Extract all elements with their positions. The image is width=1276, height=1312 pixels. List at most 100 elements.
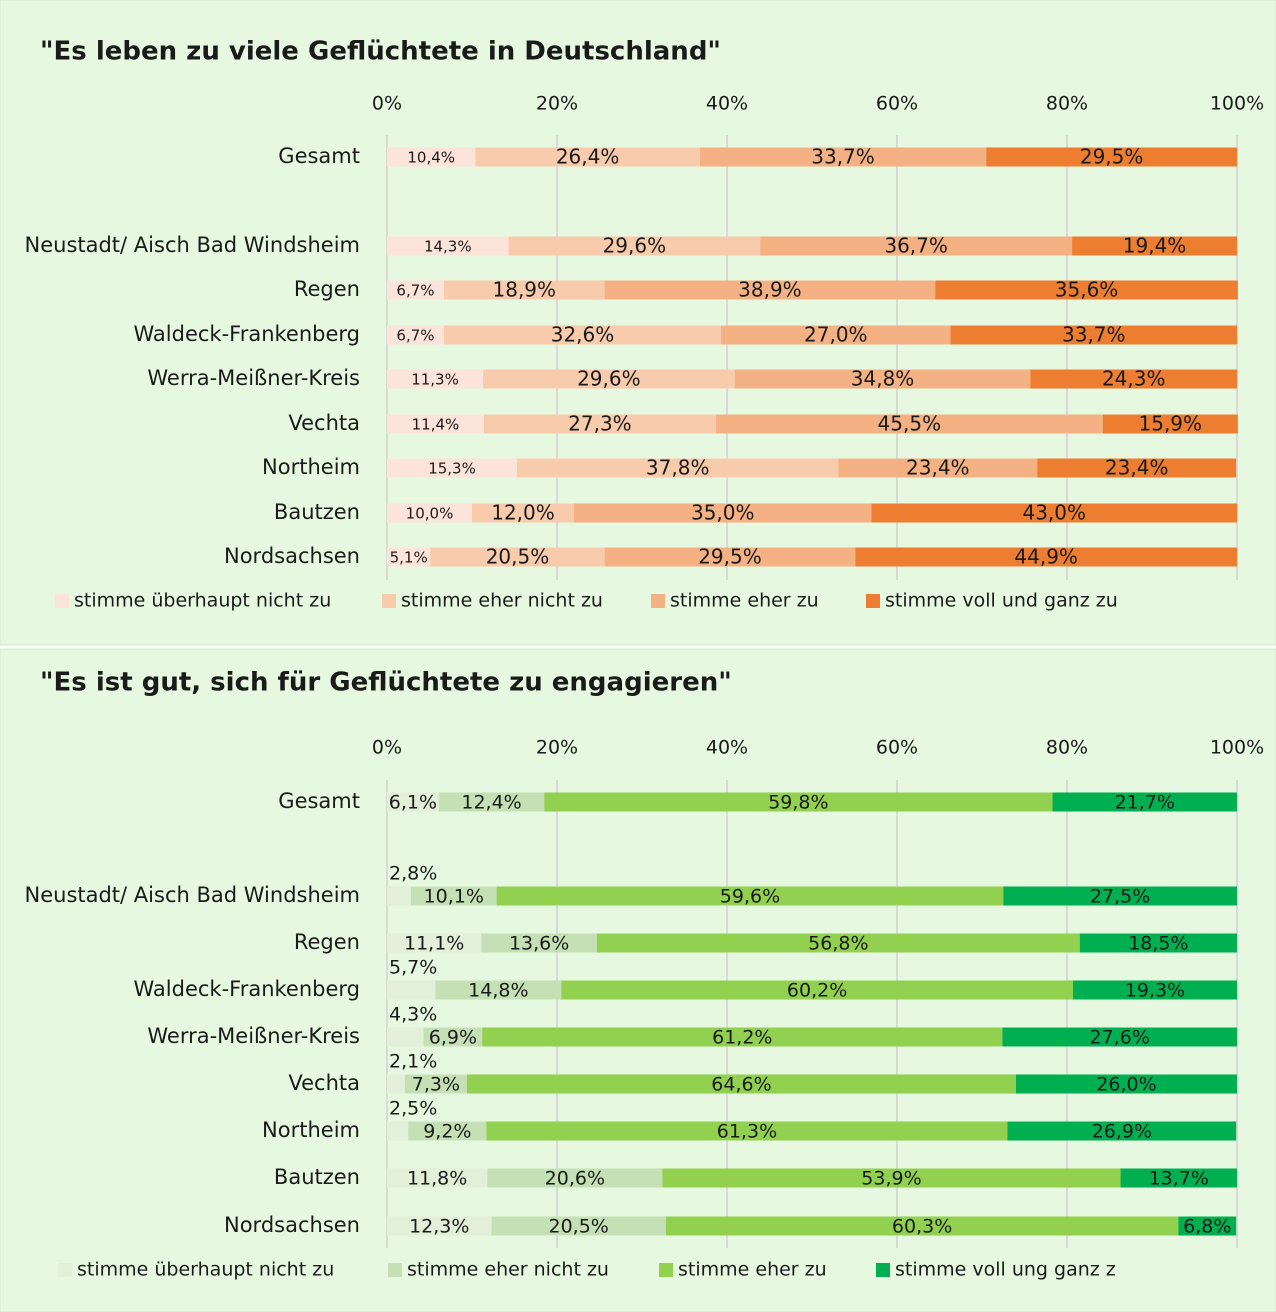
value-label: 34,8% bbox=[851, 367, 915, 391]
bar-segment bbox=[715, 414, 1103, 434]
x-tick-label: 100% bbox=[1210, 93, 1264, 115]
bar-segment bbox=[408, 1121, 487, 1141]
bar-segment bbox=[1002, 1027, 1237, 1047]
y-tick-label: Northeim bbox=[262, 455, 360, 479]
value-label: 29,5% bbox=[698, 545, 762, 569]
bar-segment bbox=[483, 369, 735, 389]
bar-segment bbox=[475, 147, 700, 167]
value-label: 35,6% bbox=[1055, 278, 1119, 302]
legend-swatch bbox=[651, 594, 665, 608]
value-label: 10,0% bbox=[406, 505, 454, 523]
bar-segment bbox=[387, 792, 439, 812]
legend-swatch bbox=[388, 1263, 402, 1277]
y-tick-label: Neustadt/ Aisch Bad Windsheim bbox=[25, 883, 361, 907]
bar-segment bbox=[387, 1027, 424, 1047]
bar-segment bbox=[387, 458, 518, 478]
value-label: 29,6% bbox=[577, 367, 641, 391]
y-tick-label: Regen bbox=[294, 277, 360, 301]
value-label: 27,0% bbox=[804, 323, 868, 347]
bar-segment bbox=[387, 886, 411, 906]
bar-segment bbox=[483, 414, 716, 434]
value-label: 36,7% bbox=[884, 234, 948, 258]
bar-segment bbox=[721, 325, 951, 345]
value-label: 9,2% bbox=[423, 1121, 471, 1143]
value-label: 12,3% bbox=[409, 1216, 469, 1238]
bar-segment bbox=[387, 325, 444, 345]
legend-label: stimme eher zu bbox=[678, 1259, 827, 1281]
bar-segment bbox=[387, 933, 482, 953]
bar-segment bbox=[561, 980, 1073, 1000]
value-label: 61,3% bbox=[717, 1121, 777, 1143]
value-label: 6,7% bbox=[396, 282, 434, 300]
bar-segment bbox=[1072, 236, 1237, 256]
bar-segment bbox=[404, 1074, 467, 1094]
bar-segment bbox=[574, 503, 872, 523]
bar-segment bbox=[387, 1074, 405, 1094]
value-label: 60,3% bbox=[892, 1216, 952, 1238]
value-label: 53,9% bbox=[861, 1168, 921, 1190]
x-tick-label: 40% bbox=[706, 737, 748, 759]
x-tick-label: 80% bbox=[1046, 93, 1088, 115]
value-label: 27,6% bbox=[1090, 1027, 1150, 1049]
value-label: 4,3% bbox=[389, 1004, 437, 1026]
y-tick-label: Bautzen bbox=[274, 500, 360, 524]
bar-segment bbox=[482, 1027, 1003, 1047]
value-label: 13,7% bbox=[1149, 1168, 1209, 1190]
bar-segment bbox=[410, 886, 497, 906]
bar-segment bbox=[699, 147, 987, 167]
value-label: 14,8% bbox=[468, 980, 528, 1002]
bar-segment bbox=[387, 547, 431, 567]
bar-segment bbox=[508, 236, 761, 256]
value-label: 10,1% bbox=[424, 886, 484, 908]
value-label: 33,7% bbox=[1062, 323, 1126, 347]
value-label: 2,8% bbox=[389, 863, 437, 885]
legend-label: stimme eher nicht zu bbox=[407, 1259, 609, 1281]
value-label: 19,4% bbox=[1123, 234, 1187, 258]
value-label: 14,3% bbox=[424, 238, 472, 256]
y-tick-label: Nordsachsen bbox=[224, 1213, 360, 1237]
value-label: 10,4% bbox=[407, 149, 455, 167]
bar-segment bbox=[760, 236, 1073, 256]
bar-segment bbox=[986, 147, 1237, 167]
bar-segment bbox=[435, 980, 562, 1000]
bar-segment bbox=[387, 1121, 409, 1141]
bar-segment bbox=[544, 792, 1053, 812]
value-label: 6,7% bbox=[396, 327, 434, 345]
bar-segment bbox=[472, 503, 574, 523]
legend-label: stimme eher nicht zu bbox=[401, 590, 603, 612]
value-label: 59,6% bbox=[720, 886, 780, 908]
legend-label: stimme überhaupt nicht zu bbox=[74, 590, 331, 612]
value-label: 43,0% bbox=[1022, 501, 1086, 525]
bar-segment bbox=[387, 369, 484, 389]
value-label: 18,5% bbox=[1128, 933, 1188, 955]
value-label: 59,8% bbox=[768, 792, 828, 814]
x-tick-label: 20% bbox=[536, 93, 578, 115]
value-label: 60,2% bbox=[787, 980, 847, 1002]
value-label: 29,6% bbox=[603, 234, 667, 258]
legend-label: stimme voll und ganz zu bbox=[885, 590, 1118, 612]
chart-title: "Es ist gut, sich für Geflüchtete zu eng… bbox=[40, 668, 732, 698]
x-tick-label: 0% bbox=[372, 93, 402, 115]
value-label: 24,3% bbox=[1102, 367, 1166, 391]
value-label: 56,8% bbox=[808, 933, 868, 955]
y-tick-label: Regen bbox=[294, 930, 360, 954]
bar-segment bbox=[486, 1121, 1008, 1141]
bar-segment bbox=[1037, 458, 1237, 478]
value-label: 18,9% bbox=[493, 278, 557, 302]
y-tick-label: Werra-Meißner-Kreis bbox=[147, 1024, 360, 1048]
y-tick-label: Waldeck-Frankenberg bbox=[133, 977, 360, 1001]
legend-label: stimme eher zu bbox=[670, 590, 819, 612]
bar-segment bbox=[387, 236, 509, 256]
bar-segment bbox=[838, 458, 1038, 478]
value-label: 38,9% bbox=[738, 278, 802, 302]
value-label: 27,3% bbox=[568, 412, 632, 436]
legend-label: stimme voll ung ganz z bbox=[895, 1259, 1116, 1281]
y-tick-label: Gesamt bbox=[278, 789, 360, 813]
value-label: 27,5% bbox=[1090, 886, 1150, 908]
value-label: 6,1% bbox=[389, 792, 437, 814]
bar-segment bbox=[1102, 414, 1238, 434]
bar-segment bbox=[491, 1216, 666, 1236]
bar-segment bbox=[443, 325, 722, 345]
value-label: 20,5% bbox=[486, 545, 550, 569]
